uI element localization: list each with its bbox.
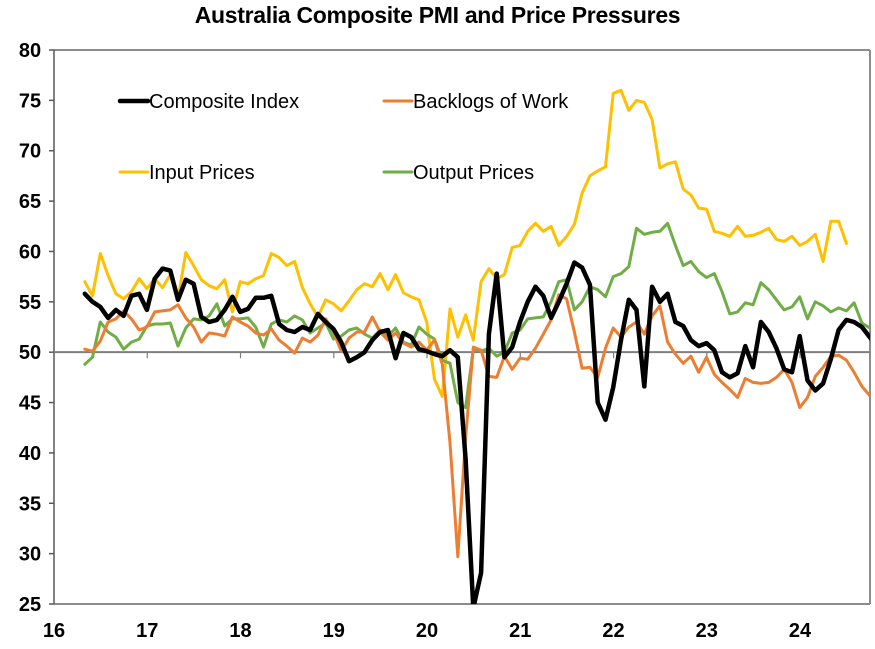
- legend-item-output-prices: Output Prices: [382, 162, 534, 184]
- y-tick-label: 40: [19, 443, 41, 465]
- x-tick-label: 21: [509, 620, 531, 642]
- y-tick-label: 30: [19, 544, 41, 566]
- series-line-backlogs-of-work: [83, 293, 870, 559]
- x-tick-label: 20: [416, 620, 438, 642]
- chart-title: Australia Composite PMI and Price Pressu…: [194, 2, 681, 28]
- legend-item-composite-index: Composite Index: [117, 91, 299, 113]
- legend-label: Input Prices: [149, 162, 255, 184]
- y-tick-label: 80: [19, 40, 41, 62]
- y-tick-label: 50: [19, 342, 41, 364]
- y-tick-label: 35: [19, 493, 41, 515]
- y-tick-label: 75: [19, 90, 41, 112]
- x-tick-label: 22: [602, 620, 624, 642]
- x-tick-label: 17: [136, 620, 158, 642]
- legend: Composite Index Backlogs of Work Input Pri…: [117, 91, 569, 184]
- series-backlogs-of-work: [83, 293, 870, 559]
- x-tick-label: 19: [323, 620, 345, 642]
- series-line-input-prices: [83, 88, 848, 398]
- series-input-prices: [83, 88, 848, 398]
- y-tick-label: 70: [19, 141, 41, 163]
- axes: 25 30 35 40 45 50 55 60 65 70 75 80 16 17 18 19 20 21 22 23…: [19, 40, 871, 642]
- x-tick-label: 23: [696, 620, 718, 642]
- x-tick-label: 18: [229, 620, 251, 642]
- y-tick-label: 45: [19, 393, 41, 415]
- x-tick-label: 16: [43, 620, 65, 642]
- legend-label: Backlogs of Work: [413, 91, 569, 113]
- x-tick-label: 24: [789, 620, 812, 642]
- legend-item-input-prices: Input Prices: [118, 162, 255, 184]
- legend-label: Composite Index: [149, 91, 299, 113]
- legend-label: Output Prices: [413, 162, 534, 184]
- series-group: [82, 88, 870, 604]
- y-tick-label: 60: [19, 241, 41, 263]
- y-tick-label: 65: [19, 191, 41, 213]
- series-line-composite-index: [82, 260, 870, 604]
- legend-item-backlogs-of-work: Backlogs of Work: [382, 91, 569, 113]
- series-composite-index: [82, 260, 870, 604]
- y-tick-label: 25: [19, 594, 41, 616]
- y-tick-label: 55: [19, 292, 41, 314]
